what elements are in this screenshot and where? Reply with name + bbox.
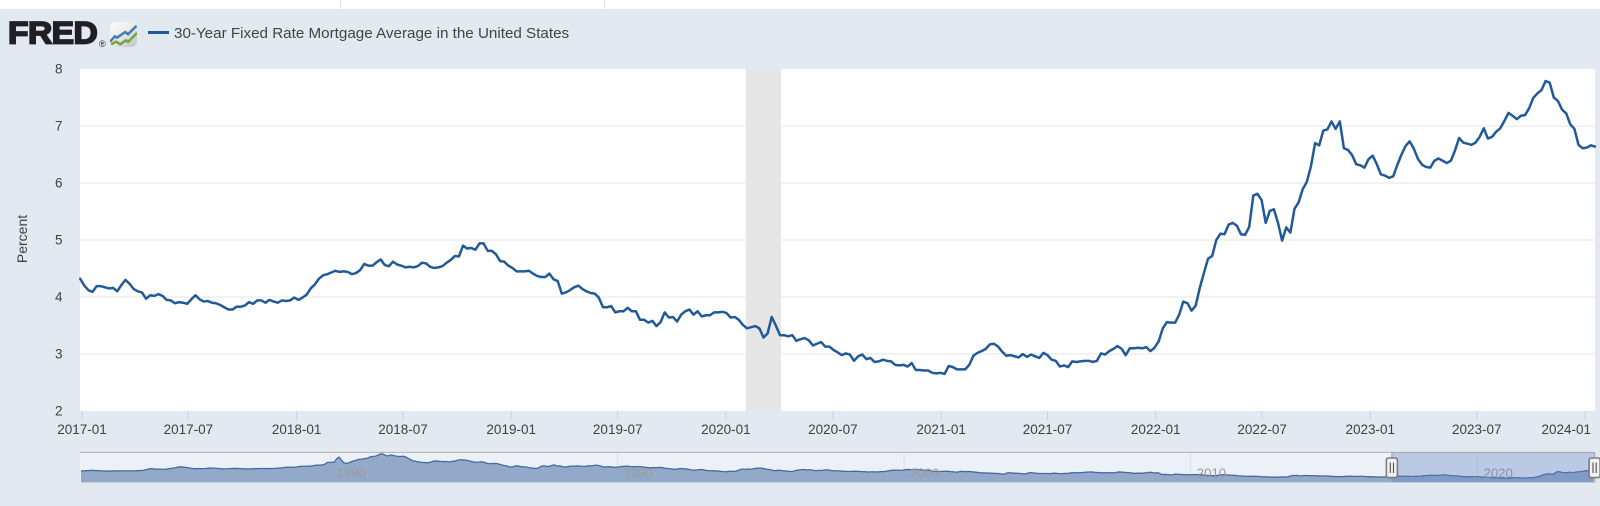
svg-text:7: 7 <box>55 119 63 134</box>
svg-text:6: 6 <box>55 176 63 191</box>
svg-text:8: 8 <box>55 62 63 77</box>
svg-text:2020: 2020 <box>1484 466 1513 481</box>
svg-text:2017-07: 2017-07 <box>164 422 214 437</box>
svg-text:2022-01: 2022-01 <box>1131 422 1181 437</box>
svg-text:2018-01: 2018-01 <box>272 422 322 437</box>
svg-text:1990: 1990 <box>623 466 652 481</box>
svg-text:1980: 1980 <box>337 466 366 481</box>
svg-text:2010: 2010 <box>1197 466 1226 481</box>
svg-text:2020-01: 2020-01 <box>701 422 751 437</box>
svg-text:2017-01: 2017-01 <box>57 422 107 437</box>
svg-text:2023-01: 2023-01 <box>1346 422 1396 437</box>
svg-text:2: 2 <box>55 404 63 419</box>
svg-text:5: 5 <box>55 233 63 248</box>
svg-text:2021-07: 2021-07 <box>1023 422 1073 437</box>
svg-text:Percent: Percent <box>14 215 30 263</box>
svg-text:2019-07: 2019-07 <box>593 422 643 437</box>
svg-text:4: 4 <box>55 290 63 305</box>
svg-text:2018-07: 2018-07 <box>378 422 428 437</box>
svg-text:2023-07: 2023-07 <box>1452 422 1502 437</box>
svg-text:2019-01: 2019-01 <box>486 422 536 437</box>
svg-text:2022-07: 2022-07 <box>1237 422 1287 437</box>
svg-text:3: 3 <box>55 347 63 362</box>
svg-text:2000: 2000 <box>910 466 939 481</box>
svg-text:2021-01: 2021-01 <box>916 422 966 437</box>
svg-text:2020-07: 2020-07 <box>808 422 858 437</box>
svg-text:2024-01: 2024-01 <box>1541 422 1591 437</box>
